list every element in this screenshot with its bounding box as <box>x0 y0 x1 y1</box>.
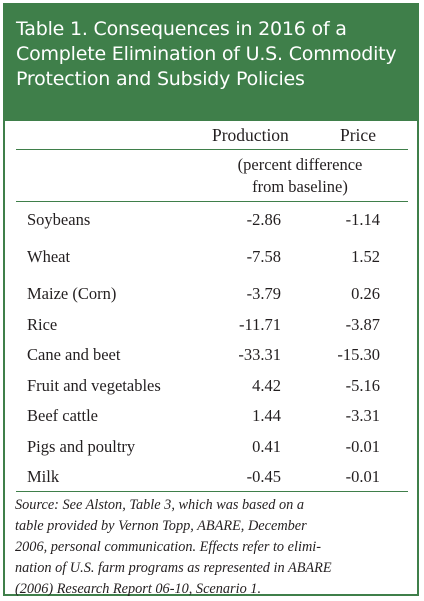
price-value: -0.01 <box>345 437 380 456</box>
row-label: Wheat <box>27 247 71 266</box>
price-value: 1.52 <box>351 247 380 266</box>
source-note: Source: See Alston, Table 3, which was b… <box>15 495 409 600</box>
production-value: -7.58 <box>246 247 281 266</box>
units-note: (percent difference from baseline) <box>225 154 375 198</box>
price-value: -5.16 <box>345 376 380 395</box>
units-line-2: from baseline) <box>252 177 348 196</box>
row-label: Fruit and vegetables <box>27 376 161 395</box>
row-label: Milk <box>27 467 60 486</box>
production-value: 4.42 <box>252 376 281 395</box>
production-value: -3.79 <box>246 284 281 303</box>
source-line-4: nation of U.S. farm programs as represen… <box>15 560 332 576</box>
source-line-2: table provided by Vernon Topp, ABARE, De… <box>15 518 307 534</box>
header-divider <box>16 149 408 150</box>
title-line-1: Table 1. Consequences in 2016 of a <box>16 18 347 40</box>
units-divider <box>16 201 408 202</box>
units-line-1: (percent difference <box>237 155 363 174</box>
price-value: -3.87 <box>345 315 380 334</box>
title-line-2: Complete Elimination of U.S. Commodity <box>16 43 397 65</box>
source-line-1: Source: See Alston, Table 3, which was b… <box>15 497 304 513</box>
source-line-3: 2006, personal communication. Effects re… <box>15 539 322 555</box>
row-label: Cane and beet <box>27 345 121 364</box>
row-label: Rice <box>27 315 58 334</box>
price-value: 0.26 <box>351 284 380 303</box>
column-header-price: Price <box>340 125 376 145</box>
row-label: Maize (Corn) <box>27 284 117 303</box>
source-divider <box>16 491 408 492</box>
source-line-5: (2006) Research Report 06-10, Scenario 1… <box>15 581 262 597</box>
table-title: Table 1. Consequences in 2016 of a Compl… <box>5 5 417 121</box>
production-value: -33.31 <box>238 345 281 364</box>
price-value: -1.14 <box>345 210 380 229</box>
production-value: 0.41 <box>252 437 281 456</box>
row-label: Pigs and poultry <box>27 437 136 456</box>
production-value: -0.45 <box>246 467 281 486</box>
row-label: Soybeans <box>27 210 91 229</box>
price-value: -0.01 <box>345 467 380 486</box>
title-line-3: Protection and Subsidy Policies <box>16 68 305 90</box>
row-label: Beef cattle <box>27 406 98 425</box>
table-frame: Table 1. Consequences in 2016 of a Compl… <box>3 3 419 597</box>
production-value: -2.86 <box>246 210 281 229</box>
production-value: -11.71 <box>238 315 281 334</box>
price-value: -3.31 <box>345 406 380 425</box>
column-header-production: Production <box>212 125 289 145</box>
production-value: 1.44 <box>252 406 281 425</box>
price-value: -15.30 <box>337 345 380 364</box>
